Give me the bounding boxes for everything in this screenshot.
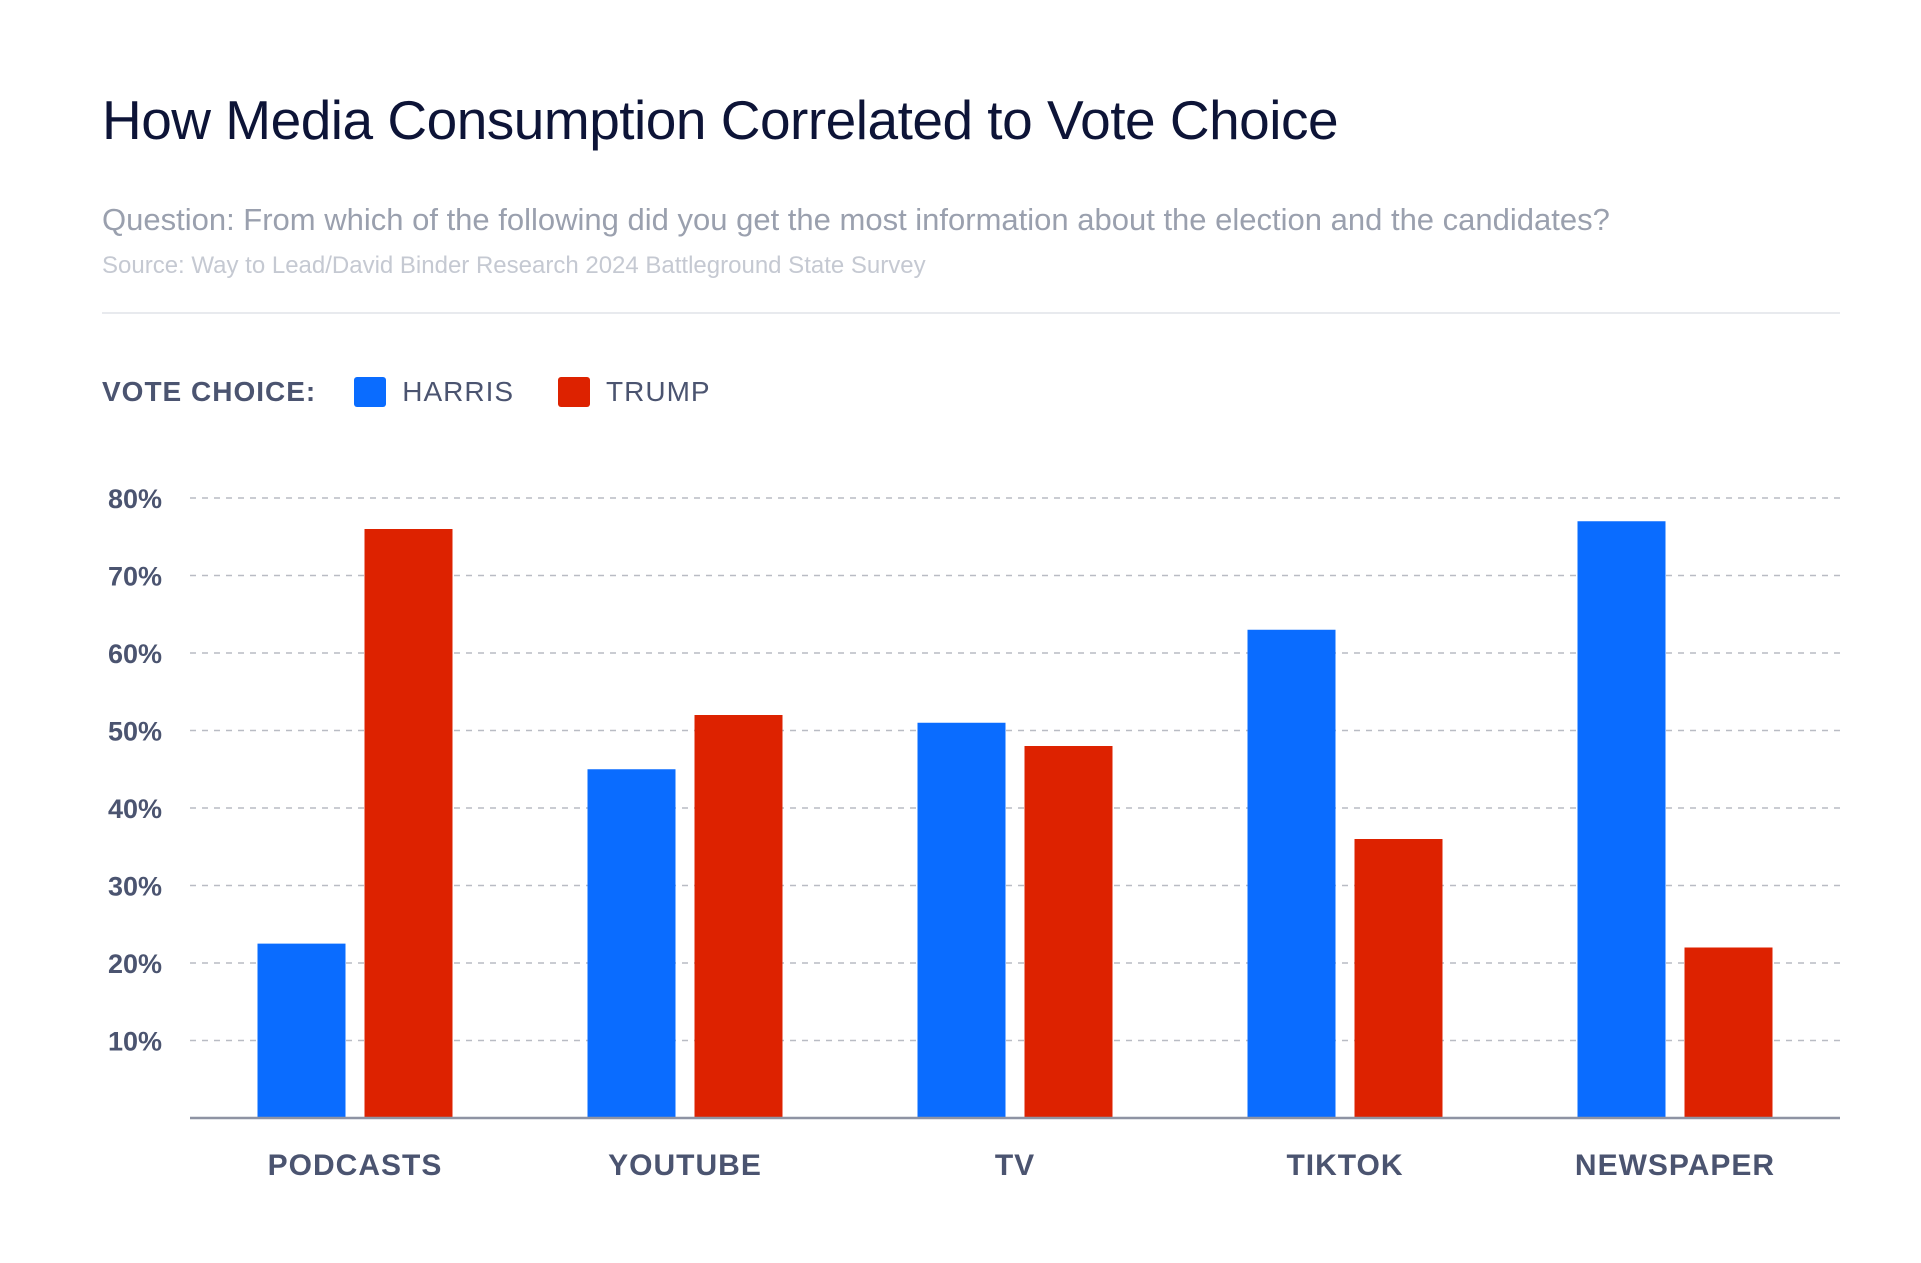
legend-swatch-harris: [354, 377, 387, 407]
bar-harris-newspaper: [1577, 521, 1666, 1118]
bar-harris-tv: [917, 722, 1006, 1118]
header-divider: [102, 312, 1840, 314]
bar-harris-podcasts: [257, 943, 346, 1118]
y-tick-label-50: 50%: [108, 717, 162, 747]
legend-swatch-trump: [558, 377, 591, 407]
bar-trump-youtube: [694, 715, 783, 1118]
x-tick-label-tv: TV: [995, 1149, 1035, 1182]
x-tick-label-newspaper: NEWSPAPER: [1575, 1149, 1775, 1182]
legend-label-trump: TRUMP: [606, 376, 711, 407]
bar-trump-tv: [1024, 746, 1113, 1118]
bar-harris-tiktok: [1247, 629, 1336, 1118]
legend-item-trump: TRUMP: [558, 376, 711, 408]
chart-subtitle: Question: From which of the following di…: [102, 202, 1610, 237]
x-tick-label-tiktok: TIKTOK: [1286, 1149, 1403, 1182]
y-tick-label-10: 10%: [108, 1027, 162, 1057]
y-tick-label-30: 30%: [108, 872, 162, 902]
y-tick-label-80: 80%: [108, 484, 162, 514]
y-tick-label-60: 60%: [108, 639, 162, 669]
bar-trump-newspaper: [1684, 947, 1773, 1118]
legend-title: VOTE CHOICE:: [102, 376, 317, 407]
source-note: Source: Way to Lead/David Binder Researc…: [102, 252, 926, 279]
legend: VOTE CHOICE: HARRIS TRUMP: [102, 376, 755, 408]
bar-trump-tiktok: [1354, 839, 1443, 1118]
x-tick-label-youtube: YOUTUBE: [608, 1149, 762, 1182]
legend-item-harris: HARRIS: [354, 376, 514, 408]
chart-title: How Media Consumption Correlated to Vote…: [102, 89, 1339, 151]
y-tick-label-40: 40%: [108, 794, 162, 824]
bar-harris-youtube: [587, 769, 676, 1118]
y-tick-label-70: 70%: [108, 562, 162, 592]
y-tick-label-20: 20%: [108, 949, 162, 979]
bar-trump-podcasts: [364, 529, 453, 1118]
x-tick-label-podcasts: PODCASTS: [268, 1149, 443, 1182]
legend-label-harris: HARRIS: [402, 376, 515, 407]
